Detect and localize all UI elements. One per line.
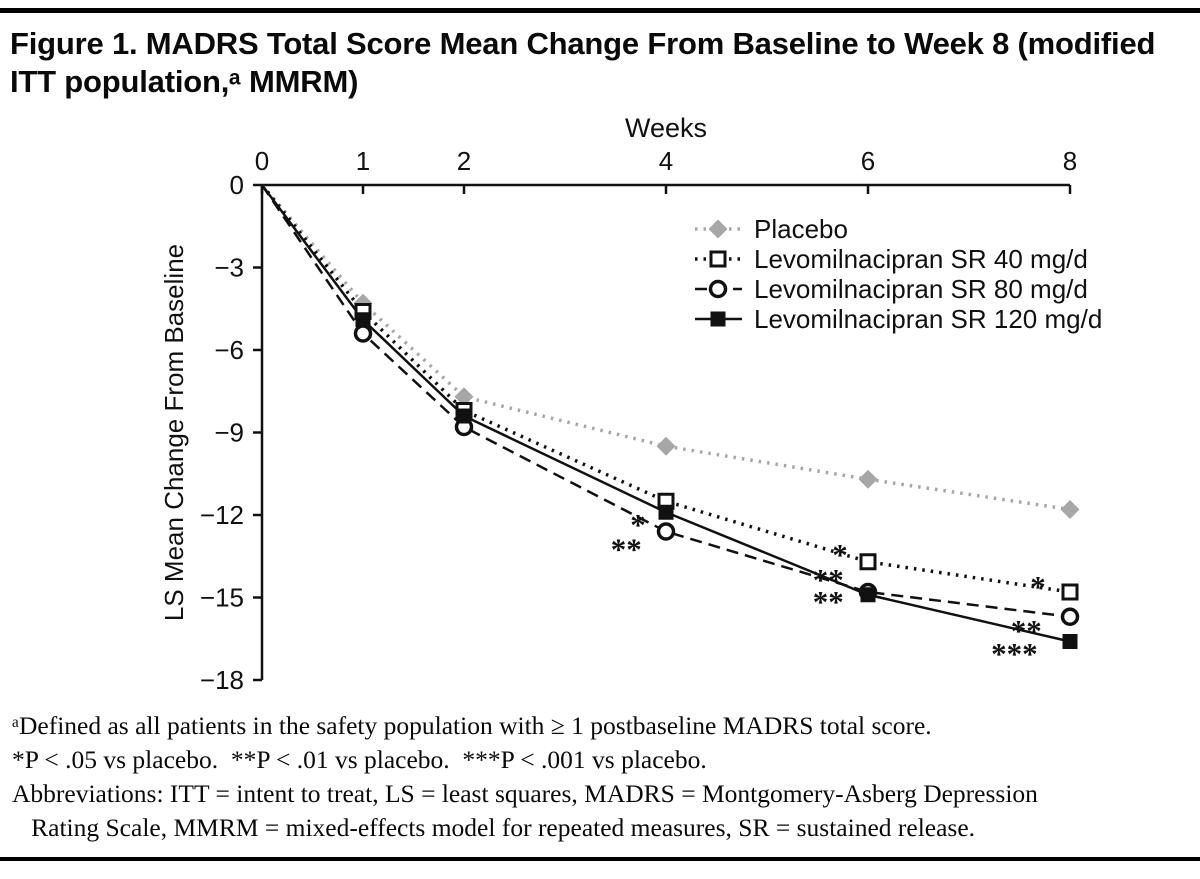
figure-title: Figure 1. MADRS Total Score Mean Change … (10, 26, 1156, 99)
significance-annotation: * (1030, 568, 1046, 603)
x-tick-label: 8 (1063, 146, 1077, 176)
y-tick-label: −12 (200, 500, 244, 530)
significance-annotation: * (630, 507, 646, 542)
y-tick-label: −6 (214, 335, 244, 365)
data-point-marker-s3-w6 (860, 586, 876, 602)
series-line-2 (260, 183, 1071, 618)
data-point-marker-s2-w1 (353, 323, 373, 343)
x-tick-label: 1 (356, 146, 370, 176)
x-axis-title: Weeks (625, 113, 707, 143)
significance-annotation: ** (611, 531, 642, 566)
series-line-3 (260, 183, 1071, 643)
significance-annotation: * (832, 537, 848, 572)
significance-annotation: ** (813, 562, 844, 597)
data-point-marker-s2-w4 (656, 521, 676, 541)
y-tick-label: −15 (200, 582, 244, 612)
legend-label-2: Levomilnacipran SR 80 mg/d (754, 274, 1088, 304)
data-point-marker-s1-w6 (859, 552, 877, 570)
x-tick-label: 4 (659, 146, 673, 176)
figure-container: Figure 1. MADRS Total Score Mean Change … (0, 8, 1200, 862)
data-point-marker-s3-w1 (355, 311, 371, 327)
legend-marker-1 (709, 250, 727, 268)
data-point-marker-s0-w4 (656, 436, 676, 456)
data-point-marker-s0-w8 (1060, 499, 1080, 519)
x-tick-label: 0 (255, 146, 269, 176)
legend-label-0: Placebo (754, 214, 848, 244)
y-tick-label: 0 (230, 170, 244, 200)
y-tick-label: −3 (214, 252, 244, 282)
legend-marker-2 (708, 279, 728, 298)
data-point-marker-s0-w6 (858, 469, 878, 489)
legend-marker-3 (710, 311, 726, 327)
x-tick-label: 6 (861, 146, 875, 176)
madrs-line-chart: Weeks LS Mean Change From Baseline 0 1 2 4 6 8 0… (159, 113, 1102, 695)
footnote-line: Abbreviations: ITT = intent to treat, LS… (12, 778, 1038, 808)
top-rule (0, 8, 1200, 13)
footnote-line: *P < .05 vs placebo. **P < .01 vs placeb… (12, 744, 707, 774)
significance-annotation: ** (813, 584, 844, 619)
legend-marker-0 (708, 219, 728, 239)
significance-annotation: *** (991, 636, 1038, 671)
figure-footnotes: ᵃDefined as all patients in the safety p… (0, 705, 1200, 852)
x-tick-label: 2 (457, 146, 471, 176)
data-point-marker-s1-w8 (1061, 583, 1079, 601)
bottom-rule (0, 857, 1200, 862)
footnote-line: Rating Scale, MMRM = mixed-effects model… (12, 813, 976, 843)
significance-annotation: ** (1011, 612, 1042, 647)
legend-label-1: Levomilnacipran SR 40 mg/d (754, 244, 1088, 274)
y-axis-title: LS Mean Change From Baseline (159, 244, 189, 621)
data-point-marker-s2-w8 (1060, 607, 1080, 626)
series-line-0 (260, 183, 1071, 511)
legend-label-3: Levomilnacipran SR 120 mg/d (754, 304, 1102, 334)
footnote-line: ᵃDefined as all patients in the safety p… (12, 710, 932, 740)
data-point-marker-s3-w2 (456, 408, 472, 424)
data-point-marker-s3-w8 (1062, 633, 1078, 649)
y-tick-label: −9 (214, 417, 244, 447)
data-point-marker-s0-w2 (454, 386, 474, 406)
y-tick-label: −18 (200, 665, 244, 695)
data-point-marker-s3-w4 (658, 504, 674, 520)
